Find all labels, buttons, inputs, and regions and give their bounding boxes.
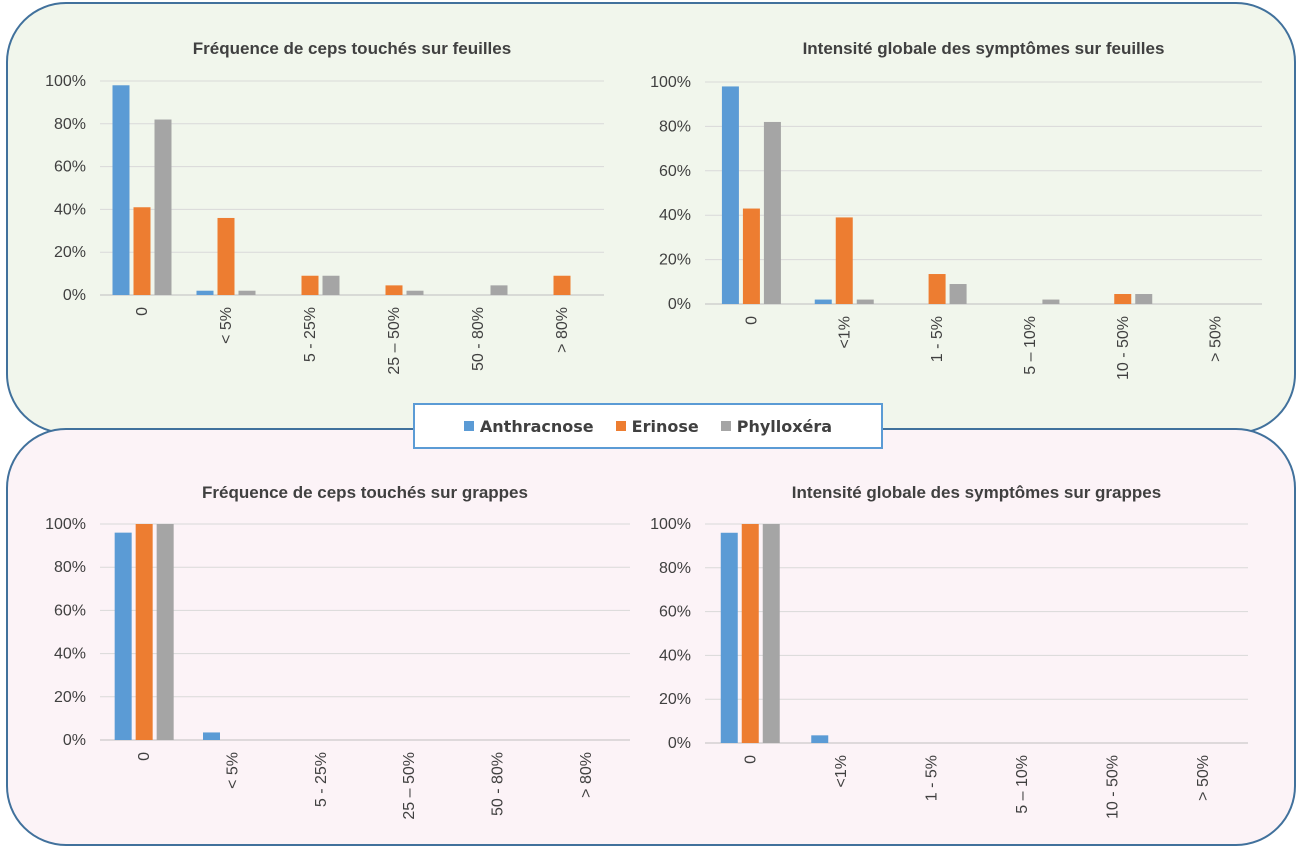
bar-anthracnose-5 [196,290,214,295]
bar-erinose-80 [553,275,571,295]
y-tick-label: 80% [54,116,86,133]
y-tick-label: 100% [650,516,691,533]
bottom-panel-clusters [6,428,1296,846]
x-tick-label: 50 - 80% [470,307,487,371]
bar-erinose-10-50 [1114,294,1132,304]
legend-swatch-erinose [615,421,626,431]
y-tick-label: 60% [54,159,86,176]
bar-erinose-5-25 [301,275,319,295]
x-tick-label: 0 [136,752,153,761]
x-tick-label: <1% [836,316,853,348]
y-tick-label: 20% [54,244,86,261]
bar-phyllox-ra-0 [156,524,174,740]
bar-anthracnose-5 [203,732,220,740]
legend-swatch-phylloxera [720,421,731,431]
bar-erinose-0 [133,207,151,295]
y-tick-label: 40% [659,647,691,664]
x-tick-label: 5 - 25% [313,752,330,807]
bar-anthracnose-1 [811,735,829,743]
chart-title: Intensité globale des symptômes sur feui… [803,39,1165,58]
bar-phyllox-ra-0 [154,119,172,296]
y-tick-label: 60% [54,602,86,619]
x-tick-label: 5 – 10% [1022,316,1039,375]
bar-erinose-5 [217,217,235,295]
bar-phyllox-ra-5 [238,290,256,295]
legend-label-anthracnose: Anthracnose [479,416,594,436]
x-tick-label: > 50% [1195,755,1212,801]
bar-phyllox-ra-1-5 [949,284,967,304]
bar-phyllox-ra-0 [763,121,781,305]
x-tick-label: 1 - 5% [923,755,940,801]
y-tick-label: 60% [659,604,691,621]
y-tick-label: 0% [63,732,86,749]
bar-erinose-0 [742,208,760,304]
chart-cluster-intensity: Intensité globale des symptômes sur grap… [650,483,1248,819]
x-tick-label: 5 – 10% [1014,755,1031,814]
x-tick-label: < 5% [218,307,235,344]
x-tick-label: 10 - 50% [1104,755,1121,819]
bar-phyllox-ra-5-10 [1042,299,1060,304]
x-tick-label: > 80% [554,307,571,353]
bar-erinose-0 [741,524,759,743]
legend-label-erinose: Erinose [631,416,699,436]
y-tick-label: 40% [54,646,86,663]
legend-item-phylloxera: Phylloxéra [720,416,833,436]
x-tick-label: 10 - 50% [1115,316,1132,380]
bar-anthracnose-0 [112,85,130,295]
legend-item-erinose: Erinose [615,416,699,436]
bar-phyllox-ra-10-50 [1135,294,1153,304]
x-tick-label: < 5% [225,752,242,789]
x-tick-label: 0 [134,307,151,316]
legend-label-phylloxera: Phylloxéra [736,416,833,436]
x-tick-label: 0 [743,316,760,325]
bar-anthracnose-0 [721,86,739,304]
bar-phyllox-ra-50-80 [490,285,508,295]
chart-legend: Anthracnose Erinose Phylloxéra [413,403,883,449]
legend-swatch-anthracnose [463,421,474,431]
bar-anthracnose-0 [720,532,738,743]
y-tick-label: 80% [659,560,691,577]
y-tick-label: 80% [54,559,86,576]
bar-phyllox-ra-5-25 [322,275,340,295]
chart-title: Fréquence de ceps touchés sur feuilles [193,39,511,58]
y-tick-label: 100% [45,73,86,90]
y-tick-label: 0% [63,287,86,304]
bar-erinose-1 [835,217,853,304]
bar-phyllox-ra-25-50 [406,290,424,295]
y-tick-label: 40% [659,207,691,224]
y-tick-label: 100% [650,74,691,91]
bar-erinose-0 [135,524,153,740]
x-tick-label: 5 - 25% [302,307,319,362]
y-tick-label: 60% [659,163,691,180]
chart-leaf-intensity: Intensité globale des symptômes sur feui… [650,39,1262,380]
bar-anthracnose-1 [814,299,832,304]
bar-erinose-25-50 [385,285,403,295]
x-tick-label: 25 – 50% [386,307,403,375]
bar-phyllox-ra-1 [856,299,874,304]
x-tick-label: 1 - 5% [929,316,946,362]
x-tick-label: 50 - 80% [490,752,507,816]
chart-title: Fréquence de ceps touchés sur grappes [202,483,528,502]
legend-item-anthracnose: Anthracnose [463,416,594,436]
x-tick-label: > 50% [1208,316,1225,362]
y-tick-label: 0% [668,735,691,752]
chart-leaf-frequency: Fréquence de ceps touchés sur feuilles 0%… [45,39,604,375]
chart-cluster-frequency: Fréquence de ceps touchés sur grappes 0% 2… [45,483,630,820]
bar-erinose-1-5 [928,274,946,304]
y-tick-label: 100% [45,516,86,533]
y-tick-label: 20% [659,691,691,708]
y-tick-label: 20% [659,252,691,269]
x-tick-label: 0 [742,755,759,764]
chart-title: Intensité globale des symptômes sur grap… [792,483,1161,502]
y-tick-label: 0% [668,296,691,313]
bar-anthracnose-0 [114,532,132,740]
y-tick-label: 80% [659,118,691,135]
x-tick-label: > 80% [578,752,595,798]
bar-phyllox-ra-0 [762,524,780,743]
x-tick-label: 25 – 50% [401,752,418,820]
y-tick-label: 20% [54,689,86,706]
y-tick-label: 40% [54,201,86,218]
x-tick-label: <1% [833,755,850,787]
